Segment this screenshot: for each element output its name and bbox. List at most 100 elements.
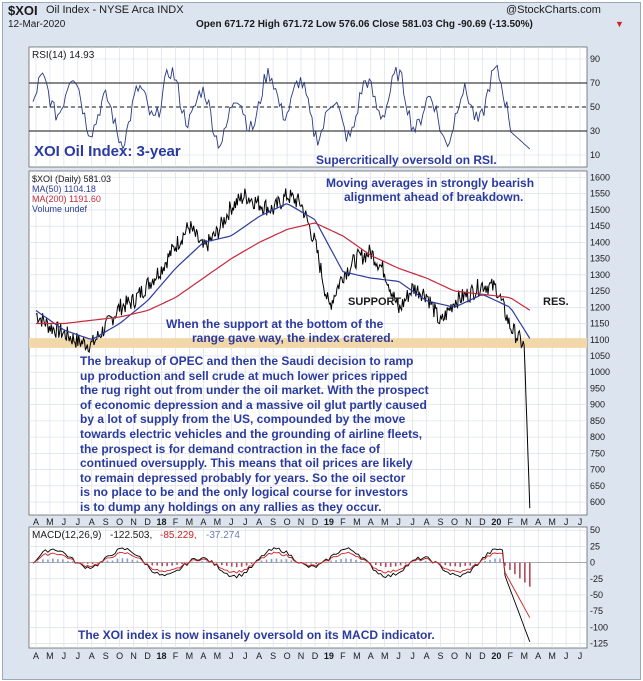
macd-histogram-bar <box>389 562 392 567</box>
x-tick-label: A <box>368 651 374 661</box>
macd-histogram-bar <box>360 561 362 563</box>
macd-histogram-bar <box>131 559 134 563</box>
x-tick-label: M <box>353 651 361 661</box>
macd-histogram-bar <box>171 562 173 566</box>
commentary-line: the prospect is for demand contraction i… <box>80 441 381 456</box>
price-tick-label: 950 <box>590 383 605 393</box>
macd-histogram-bar <box>106 560 109 563</box>
x-tick-label: D <box>479 517 486 527</box>
commentary-line: the rug right out from under the oil mar… <box>80 383 429 398</box>
macd-histogram-bar <box>201 561 203 563</box>
price-tick-label: 650 <box>590 481 605 491</box>
macd-annotation: The XOI index is now insanely oversold o… <box>78 628 435 642</box>
x-tick-label: F <box>340 651 346 661</box>
ma-annotation-line1: Moving averages in strongly bearish <box>326 176 535 190</box>
x-tick-label: O <box>284 517 291 527</box>
x-tick-label: J <box>76 651 81 661</box>
ma50-legend: MA(50) 1104.18 <box>32 184 96 194</box>
macd-histogram-bar <box>474 562 476 564</box>
price-tick-label: 1400 <box>590 237 610 247</box>
macd-histogram-bar <box>469 562 471 566</box>
commentary-line: The breakup of OPEC and then the Saudi d… <box>80 354 414 368</box>
macd-histogram-bar <box>126 558 129 563</box>
price-tick-label: 1050 <box>590 351 610 361</box>
macd-histogram-bar <box>499 558 501 563</box>
macd-tick-label: 0 <box>590 558 595 568</box>
grid-lines <box>29 47 587 648</box>
source-label: @StockCharts.com <box>506 4 601 16</box>
x-tick-label: F <box>173 651 179 661</box>
x-tick-label: N <box>465 651 472 661</box>
macd-histogram-bar <box>370 562 372 564</box>
macd-histogram-bar <box>116 558 119 563</box>
macd-line <box>32 547 531 643</box>
x-tick-label: D <box>312 651 319 661</box>
x-tick-label: A <box>424 651 430 661</box>
x-tick-label: 20 <box>491 517 501 527</box>
x-tick-label: S <box>438 517 444 527</box>
x-tick-label: N <box>298 651 305 661</box>
x-tick-label: M <box>381 517 389 527</box>
macd-tick-label: -100 <box>590 622 608 632</box>
commentary-line: is no place to be and the only logical c… <box>80 485 409 500</box>
x-tick-label: A <box>368 517 374 527</box>
macd-histogram-bar <box>290 560 293 563</box>
x-tick-label: M <box>46 651 54 661</box>
series-close <box>35 188 531 509</box>
macd-histogram-bar <box>514 562 516 575</box>
macd-histogram-bar <box>57 559 59 563</box>
rsi-tick-label: 90 <box>590 54 600 64</box>
x-tick-label: N <box>130 517 137 527</box>
price-tick-label: 600 <box>590 497 605 507</box>
x-tick-label: 20 <box>491 651 501 661</box>
x-tick-label: J <box>243 651 248 661</box>
macd-histogram-bar <box>166 562 168 567</box>
macd-histogram-bar <box>260 560 263 563</box>
price-tick-label: 850 <box>590 416 605 426</box>
x-tick-label: D <box>312 517 319 527</box>
x-tick-label: S <box>103 651 109 661</box>
macd-histogram-bar <box>374 562 377 566</box>
macd-histogram-bar <box>146 562 149 564</box>
rsi-tick-label: 10 <box>590 150 600 160</box>
x-tick-label: O <box>116 651 123 661</box>
macd-histogram-bar <box>444 562 447 566</box>
macd-histogram-bar <box>62 559 64 563</box>
macd-histogram-bar <box>86 562 89 564</box>
commentary-paragraph: The breakup of OPEC and then the Saudi d… <box>80 354 490 515</box>
x-tick-label: J <box>564 651 569 661</box>
macd-histogram-bar <box>379 562 382 566</box>
support-label: SUPPORT <box>348 296 402 308</box>
x-tick-label: S <box>103 517 109 527</box>
x-tick-label: 18 <box>157 517 167 527</box>
rsi-plot <box>32 64 531 151</box>
price-tick-label: 800 <box>590 432 605 442</box>
ma-annotation-line2: alignment ahead of breakdown. <box>344 190 524 204</box>
x-tick-label: M <box>186 517 194 527</box>
price-tick-label: 1600 <box>590 172 610 182</box>
macd-histogram-bar <box>424 560 427 563</box>
macd-histogram-bar <box>340 558 342 563</box>
x-tick-label: A <box>89 517 95 527</box>
x-tick-label: D <box>144 651 151 661</box>
price-tick-label: 750 <box>590 448 605 458</box>
price-tick-label: 1200 <box>590 302 610 312</box>
resistance-label: RES. <box>543 296 569 308</box>
commentary-line: towards electric vehicles and the ground… <box>80 426 423 441</box>
rsi-tick-label: 30 <box>590 126 600 136</box>
macd-histogram-bar <box>489 559 491 563</box>
macd-histogram-bar <box>71 561 74 563</box>
index-name: Oil Index - NYSE Arca INDX <box>46 4 184 16</box>
macd-signal-line <box>32 551 531 618</box>
series-ma200 <box>36 222 531 325</box>
macd-histogram-bar <box>365 561 367 563</box>
macd-histogram-bar <box>47 559 49 563</box>
macd-legend-v2: -85.229, <box>160 530 197 541</box>
macd-histogram-bar <box>345 558 347 563</box>
macd-histogram-bar <box>235 562 238 568</box>
price-tick-label: 1550 <box>590 189 610 199</box>
macd-histogram-bar <box>464 562 467 566</box>
x-tick-label: M <box>381 651 389 661</box>
